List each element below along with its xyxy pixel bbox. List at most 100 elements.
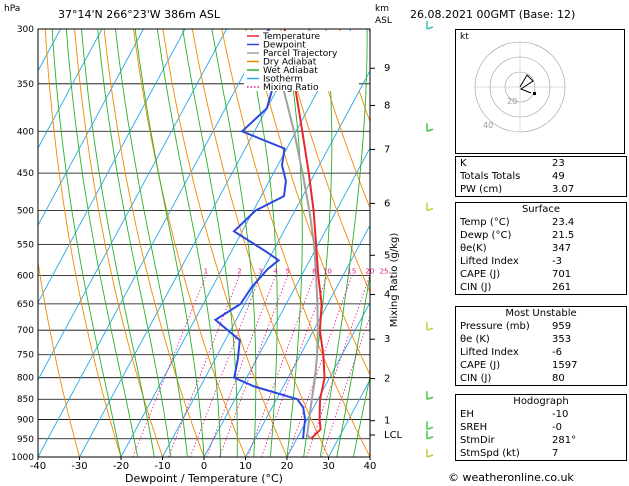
x-tick-label: -40 <box>30 461 46 472</box>
x-tick-label: 20 <box>281 461 294 472</box>
indices-top-panel: K 23 Totals Totals 49 PW (cm) 3.07 <box>455 156 627 197</box>
mixing-ratio-label: 8 <box>312 267 316 275</box>
height-tick-label: 1 <box>384 416 390 427</box>
index-label: Totals Totals <box>460 171 521 182</box>
pressure-tick-label: 600 <box>17 271 34 281</box>
index-row: Lifted Index -3 <box>456 255 626 268</box>
pressure-tick-label: 500 <box>17 207 34 217</box>
x-tick-label: 0 <box>201 461 207 472</box>
legend-entry: Temperature <box>262 32 320 42</box>
index-value: 353 <box>552 334 572 345</box>
pressure-tick-label: 750 <box>17 351 34 361</box>
datetime-title: 26.08.2021 00GMT (Base: 12) <box>410 8 576 21</box>
height-tick-label: LCL <box>384 430 403 441</box>
legend-entry: Isotherm <box>263 75 303 85</box>
wind-barb <box>426 128 434 132</box>
hpa-label: hPa <box>4 4 21 14</box>
dewpoint-line <box>213 29 307 439</box>
wet-adiabat-line <box>81 29 155 457</box>
index-row: K 23 <box>456 157 626 170</box>
mixing-ratio-line <box>306 275 370 457</box>
pressure-tick-label: 350 <box>17 80 34 90</box>
index-value: 49 <box>552 171 565 182</box>
mixing-ratio-line <box>132 275 207 457</box>
height-tick-label: 8 <box>384 100 390 111</box>
wet-adiabat-line <box>283 29 303 457</box>
hodograph-unit-label: kt <box>460 32 469 42</box>
isotherm-line <box>203 147 370 457</box>
hodograph-ring-label: 20 <box>507 97 517 106</box>
dry-adiabat-line <box>133 29 246 457</box>
wet-adiabat-line <box>97 29 172 457</box>
index-label: Lifted Index <box>460 347 519 358</box>
wind-barb <box>426 207 434 212</box>
height-tick-label: 5 <box>384 250 390 261</box>
dry-adiabat-line <box>103 29 205 457</box>
index-label: K <box>460 158 467 169</box>
pressure-tick-label: 300 <box>17 25 34 35</box>
pressure-tick-label: 450 <box>17 169 34 179</box>
index-row: CIN (J) 80 <box>456 372 626 385</box>
isotherm-line <box>286 301 370 457</box>
index-value: -10 <box>552 409 569 420</box>
wet-adiabat-line <box>319 29 368 457</box>
isotherm-line <box>38 29 144 227</box>
dry-adiabat-line <box>44 29 122 457</box>
isotherm-line <box>162 69 370 457</box>
asl-label: ASL <box>375 16 392 26</box>
index-row: Dewp (°C) 21.5 <box>456 229 626 242</box>
wet-adiabat-line <box>352 374 370 457</box>
x-axis-label: Dewpoint / Temperature (°C) <box>125 472 283 485</box>
index-label: CAPE (J) <box>460 360 501 371</box>
index-value: 3.07 <box>552 184 575 195</box>
index-row: θe(K) 347 <box>456 242 626 255</box>
hodograph-trace <box>519 74 534 94</box>
index-row: SREH -0 <box>456 421 626 434</box>
index-value: 21.5 <box>552 230 575 241</box>
index-row: StmDir 281° <box>456 434 626 447</box>
index-label: EH <box>460 409 474 420</box>
index-value: 261 <box>552 282 572 293</box>
index-value: 701 <box>552 269 572 280</box>
wet-adiabat-line <box>115 29 188 457</box>
location-title: 37°14'N 266°23'W 386m ASL <box>58 8 220 21</box>
index-row: CIN (J) 261 <box>456 281 626 294</box>
index-label: StmDir <box>460 435 495 446</box>
indices-surface-panel: Surface Temp (°C) 23.4 Dewp (°C) 21.5 θe(K) 34… <box>455 202 627 295</box>
x-tick-label: 40 <box>364 461 377 472</box>
mixing-ratio-label: 1 <box>204 267 208 275</box>
wet-adiabat-line <box>245 29 278 457</box>
dry-adiabat-line <box>162 29 288 457</box>
mixing-ratio-line <box>261 275 328 457</box>
dry-adiabat-line <box>74 29 163 457</box>
dry-adiabat-line <box>38 259 80 457</box>
pressure-tick-label: 900 <box>17 416 34 426</box>
isotherm-line <box>38 29 103 150</box>
pressure-tick-label: 800 <box>17 374 34 384</box>
pressure-tick-label: 950 <box>17 435 34 445</box>
index-row: Pressure (mb) 959 <box>456 320 626 333</box>
wet-adiabat-line <box>303 29 333 457</box>
dry-adiabat-line <box>309 29 370 210</box>
wind-barb <box>426 327 434 331</box>
pressure-tick-label: 850 <box>17 395 34 405</box>
dry-adiabat-line <box>191 29 329 457</box>
indices-section-title: Most Unstable <box>505 308 577 319</box>
index-row: Totals Totals 49 <box>456 170 626 183</box>
index-value: 1597 <box>552 360 578 371</box>
mixing-ratio-line <box>190 275 261 457</box>
wet-adiabat-line <box>336 272 370 457</box>
wind-barb <box>426 436 434 440</box>
dry-adiabat-line <box>250 29 370 376</box>
copyright: © weatheronline.co.uk <box>448 471 574 484</box>
index-value: -6 <box>552 347 562 358</box>
mixing-ratio-label: 5 <box>286 267 290 275</box>
height-tick-label: 6 <box>384 198 390 209</box>
index-label: Pressure (mb) <box>460 321 530 332</box>
legend-entry: Mixing Ratio <box>263 83 319 93</box>
pressure-tick-label: 550 <box>17 240 34 250</box>
x-tick-label: 10 <box>239 461 252 472</box>
parcel-trajectory-line <box>267 29 319 440</box>
legend-entry: Parcel Trajectory <box>263 49 338 59</box>
index-value: -0 <box>552 422 562 433</box>
